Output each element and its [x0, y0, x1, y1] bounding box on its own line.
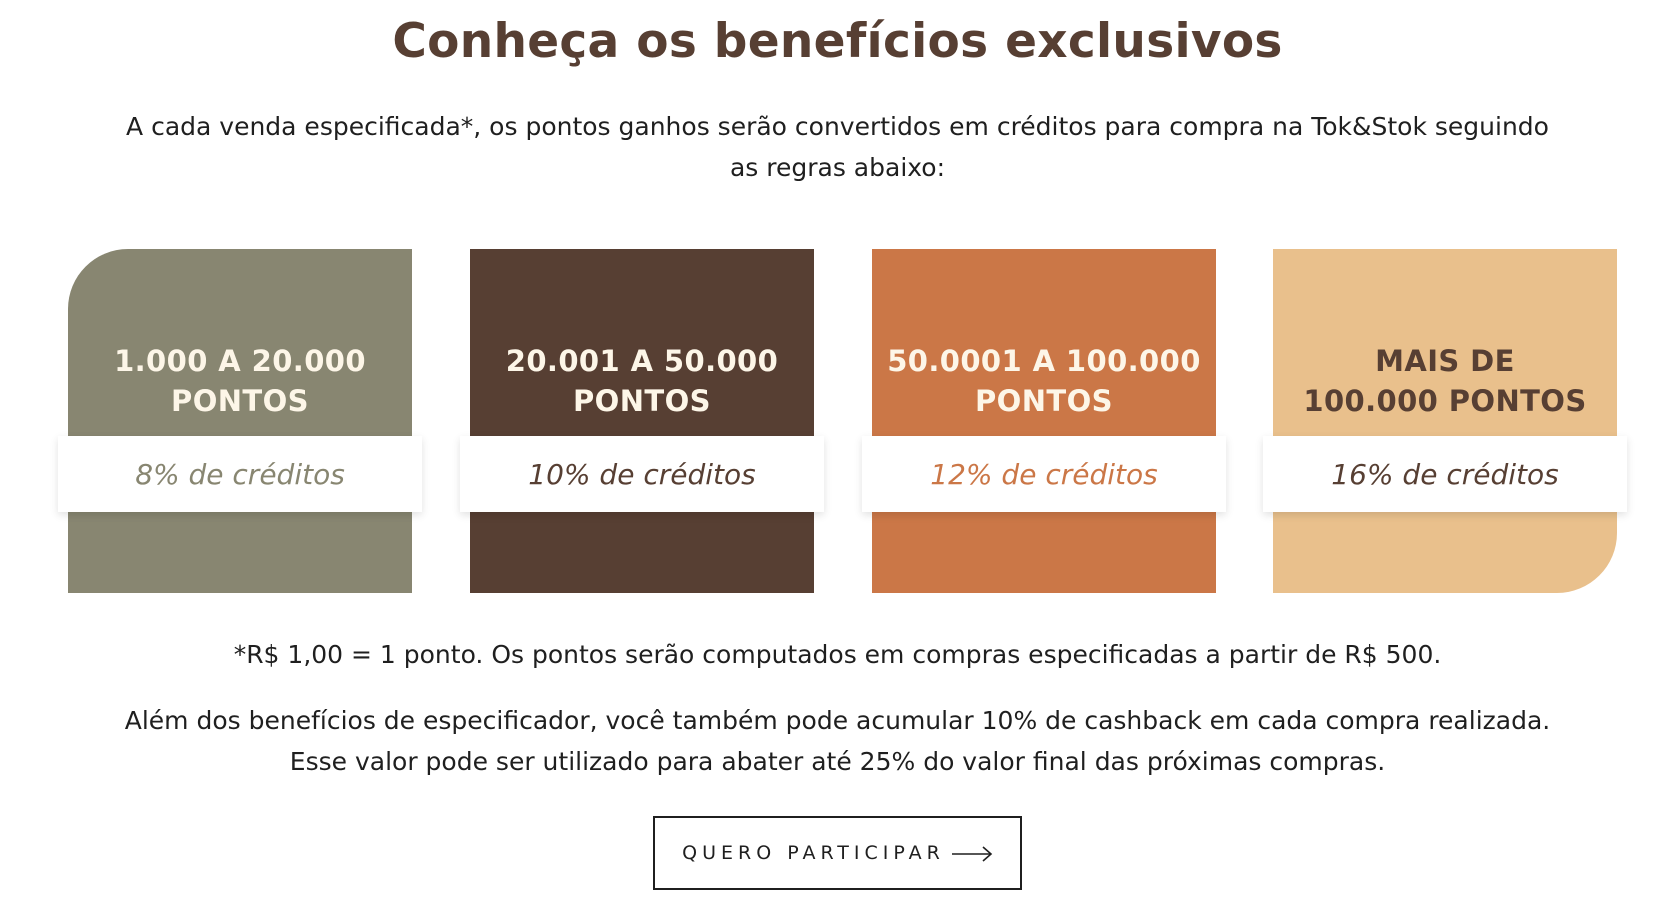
tier-credit: 10% de créditos: [460, 436, 824, 512]
cashback-line-2: Esse valor pode ser utilizado para abate…: [289, 747, 1386, 776]
page-title: Conheça os benefícios exclusivos: [392, 14, 1283, 69]
tier-card-2: 20.001 A 50.000 PONTOS 10% de créditos: [460, 249, 824, 593]
tier-range-line-2: PONTOS: [573, 384, 711, 418]
tier-credit: 8% de créditos: [58, 436, 422, 512]
tier-range-line-1: 50.0001 A 100.000: [887, 344, 1201, 378]
cashback-line-1: Além dos benefícios de especificador, vo…: [124, 706, 1551, 735]
tier-range-line-1: MAIS DE: [1375, 344, 1515, 378]
cashback-text: Além dos benefícios de especificador, vo…: [40, 700, 1635, 782]
intro-text: A cada venda especificada*, os pontos ga…: [40, 106, 1635, 188]
tier-card-3: 50.0001 A 100.000 PONTOS 12% de créditos: [862, 249, 1226, 593]
points-footnote: *R$ 1,00 = 1 ponto. Os pontos serão comp…: [233, 640, 1442, 669]
intro-line-2: as regras abaixo:: [729, 153, 946, 182]
tier-range-line-2: 100.000 PONTOS: [1303, 384, 1587, 418]
tier-credit: 16% de créditos: [1263, 436, 1627, 512]
intro-line-1: A cada venda especificada*, os pontos ga…: [126, 112, 1549, 141]
tier-range: 1.000 A 20.000 PONTOS: [68, 321, 412, 441]
tier-credit: 12% de créditos: [862, 436, 1226, 512]
participate-button-label: QUERO PARTICIPAR: [682, 842, 945, 864]
tier-cards: 1.000 A 20.000 PONTOS 8% de créditos 20.…: [0, 249, 1675, 594]
participate-button[interactable]: QUERO PARTICIPAR: [653, 816, 1022, 890]
tier-card-4: MAIS DE 100.000 PONTOS 16% de créditos: [1263, 249, 1627, 593]
tier-range: MAIS DE 100.000 PONTOS: [1273, 321, 1617, 441]
tier-range: 50.0001 A 100.000 PONTOS: [872, 321, 1216, 441]
tier-range-line-1: 20.001 A 50.000: [505, 344, 779, 378]
tier-card-1: 1.000 A 20.000 PONTOS 8% de créditos: [58, 249, 422, 593]
tier-range-line-1: 1.000 A 20.000: [114, 344, 366, 378]
arrow-right-icon: [951, 845, 993, 862]
tier-range-line-2: PONTOS: [975, 384, 1113, 418]
tier-range-line-2: PONTOS: [171, 384, 309, 418]
tier-range: 20.001 A 50.000 PONTOS: [470, 321, 814, 441]
